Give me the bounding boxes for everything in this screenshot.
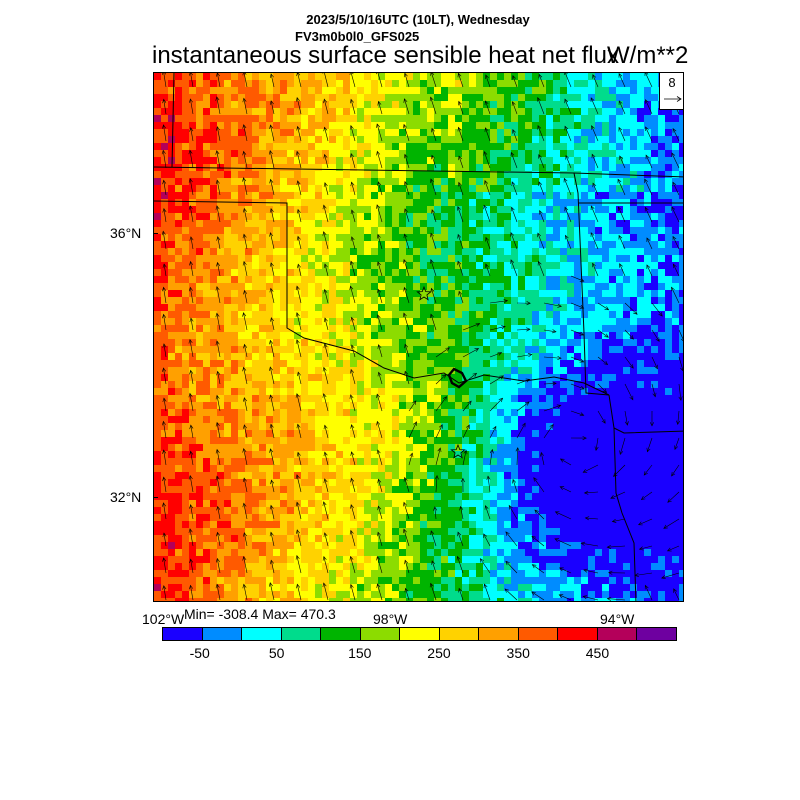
title-units: W/m**2 [607,42,689,69]
colorbar-box [281,628,322,640]
lat-label-32n: 32°N [110,489,142,505]
lat-label-36n: 36°N [110,225,142,241]
colorbar-box [558,628,598,640]
vector-key-value: 8 [668,75,676,90]
colorbar-box [242,628,282,640]
colorbar-label: 250 [427,645,451,661]
colorbar-box [360,628,401,640]
map-field [154,73,683,601]
lon-label-102w: 102°W [142,611,185,627]
state-boundaries [154,73,683,601]
title-model: FV3m0b0l0_GFS025 [295,29,420,44]
title-date: 2023/5/10/16UTC (10LT), Wednesday [306,12,530,27]
colorbar-box [439,628,480,640]
lon-label-94w: 94°W [600,611,635,627]
min-max-stats: Min= -308.4 Max= 470.3 [184,606,336,622]
city-star-marker [416,285,432,301]
vector-key-arrow-icon [664,96,682,102]
colorbar-box [400,628,440,640]
colorbar-label: 50 [268,645,285,661]
city-star-marker [450,443,466,459]
wind-vectors [161,73,683,601]
lat-tick [153,497,158,498]
colorbar-label: -50 [189,645,210,661]
colorbar-box [479,628,519,640]
colorbar-box [321,628,361,640]
colorbar-label: 150 [348,645,372,661]
colorbar-box [597,628,638,640]
colorbar-box [202,628,243,640]
lat-tick [153,233,158,234]
title-variable: instantaneous surface sensible heat net … [152,42,619,69]
colorbar-box [163,628,203,640]
colorbar-box [637,628,676,640]
colorbar-label: 350 [506,645,530,661]
flux-shading [154,73,683,601]
map-panel: 8 [153,72,684,602]
colorbar [162,627,677,641]
colorbar-label: 450 [585,645,610,661]
colorbar-box [518,628,559,640]
lon-label-98w: 98°W [373,611,408,627]
vector-reference-key: 8 [659,73,683,110]
